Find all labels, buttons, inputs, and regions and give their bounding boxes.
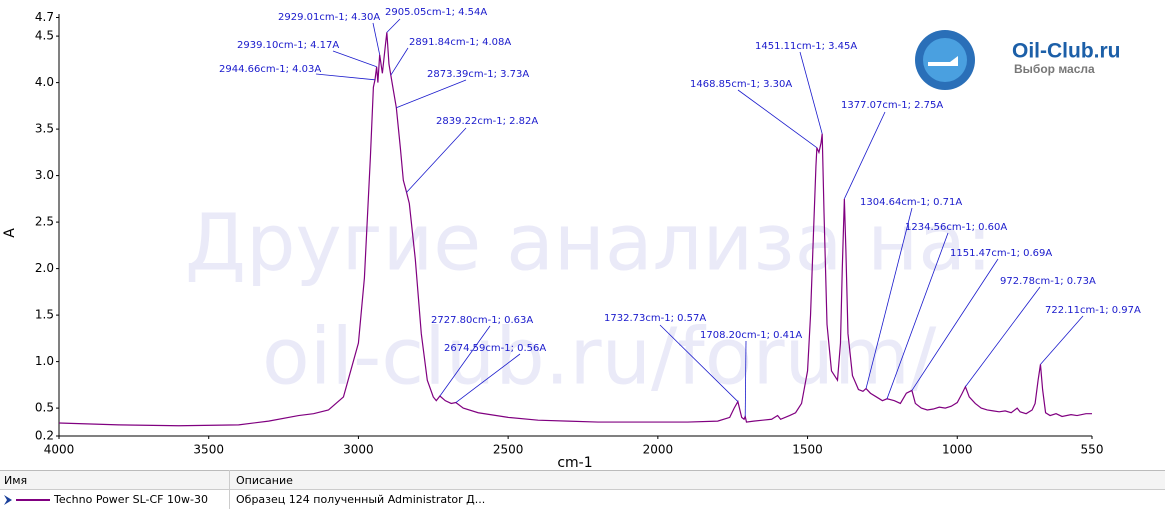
annotation-label: 1151.47cm-1; 0.69A — [950, 248, 1052, 259]
logo: Oil-Club.ru Выбор масла — [915, 30, 1121, 90]
x-tick-label: 2500 — [493, 443, 524, 457]
annotation-leader — [386, 18, 401, 33]
annotation-label: 2839.22cm-1; 2.82A — [436, 116, 538, 127]
annotation-label: 2905.05cm-1; 4.54A — [385, 7, 487, 18]
annotation-leader — [439, 325, 491, 397]
watermark: oil-club.ru/forum/ — [262, 312, 937, 402]
annotation-leader — [744, 340, 747, 417]
annotation-label: 2939.10cm-1; 4.17A — [237, 40, 339, 51]
series-name: Techno Power SL-CF 10w-30 — [54, 493, 208, 506]
annotation-leader — [965, 286, 1041, 387]
x-tick-label: 3500 — [193, 443, 224, 457]
column-divider — [229, 470, 230, 509]
table-row[interactable]: Techno Power SL-CF 10w-30 Образец 124 по… — [0, 490, 1165, 510]
y-tick-label: 0.5 — [35, 401, 54, 415]
annotation-leader — [659, 324, 739, 402]
logo-icon — [928, 56, 958, 66]
annotation-label: 2727.80cm-1; 0.63A — [431, 315, 533, 326]
logo-title: Oil-Club.ru — [1012, 40, 1121, 63]
annotation-leader — [455, 353, 521, 403]
y-tick-label: 3.5 — [35, 122, 54, 136]
y-tick-label: 1.0 — [35, 354, 54, 368]
y-tick-label: 2.0 — [35, 261, 54, 275]
table-header: Имя Описание — [0, 470, 1165, 490]
annotation-label: 1708.20cm-1; 0.41A — [700, 330, 802, 341]
annotation-leader — [332, 50, 377, 68]
x-axis-label: cm-1 — [557, 455, 592, 470]
annotation-leader — [372, 22, 381, 55]
y-tick-label: 0.2 — [35, 429, 54, 443]
y-tick-label: 4.7 — [35, 10, 54, 24]
legend-table: Имя Описание Techno Power SL-CF 10w-30 О… — [0, 470, 1165, 509]
annotation-label: 2929.01cm-1; 4.30A — [278, 12, 380, 23]
annotation-label: 972.78cm-1; 0.73A — [1000, 276, 1096, 287]
x-tick-label: 550 — [1081, 443, 1104, 457]
annotation-label: 1234.56cm-1; 0.60A — [905, 222, 1007, 233]
annotation-label: 1732.73cm-1; 0.57A — [604, 313, 706, 324]
annotation-leader — [865, 207, 913, 389]
annotation-label: 1304.64cm-1; 0.71A — [860, 197, 962, 208]
annotation-label: 1377.07cm-1; 2.75A — [841, 100, 943, 111]
x-tick-label: 3000 — [343, 443, 374, 457]
y-tick-label: 4.0 — [35, 75, 54, 89]
annotation-leader — [406, 127, 467, 193]
annotation-label: 1468.85cm-1; 3.30A — [690, 79, 792, 90]
annotation-leader — [1040, 315, 1084, 365]
column-header[interactable]: Описание — [236, 474, 293, 487]
annotation-label: 2891.84cm-1; 4.08A — [409, 37, 511, 48]
chart: Другие анализа на: oil-club.ru/forum/ Oi… — [2, 7, 1141, 470]
watermark: Другие анализа на: — [185, 198, 992, 288]
annotation-label: 1451.11cm-1; 3.45A — [755, 41, 857, 52]
logo-subtitle: Выбор масла — [1014, 62, 1095, 76]
annotation-label: 2944.66cm-1; 4.03A — [219, 64, 321, 75]
annotation-leader — [390, 47, 409, 76]
x-tick-label: 1000 — [942, 443, 973, 457]
annotation-label: 2873.39cm-1; 3.73A — [427, 69, 529, 80]
x-tick-label: 2000 — [643, 443, 674, 457]
annotation-leader — [911, 258, 999, 391]
annotation-leader — [843, 111, 886, 200]
annotation-leader — [396, 79, 467, 109]
x-tick-label: 1500 — [792, 443, 823, 457]
x-tick-label: 4000 — [44, 443, 75, 457]
spectrum-line — [58, 32, 1092, 427]
annotation-leader — [315, 73, 376, 81]
column-header[interactable]: Имя — [4, 474, 28, 487]
logo-icon — [923, 38, 967, 82]
y-tick-label: 1.5 — [35, 308, 54, 322]
legend-swatch — [4, 495, 50, 505]
annotation-label: 2674.59cm-1; 0.56A — [444, 343, 546, 354]
y-tick-label: 3.0 — [35, 168, 54, 182]
y-tick-label: 4.5 — [35, 29, 54, 43]
annotation-leader — [886, 232, 949, 399]
row-marker — [4, 495, 12, 505]
annotation-label: 722.11cm-1; 0.97A — [1045, 305, 1141, 316]
description: Образец 124 полученный Administrator Д..… — [236, 493, 486, 506]
annotation-leader — [799, 51, 823, 134]
annotation-leader — [737, 89, 818, 149]
y-tick-label: 2.5 — [35, 215, 54, 229]
y-axis-label: A — [2, 228, 18, 238]
